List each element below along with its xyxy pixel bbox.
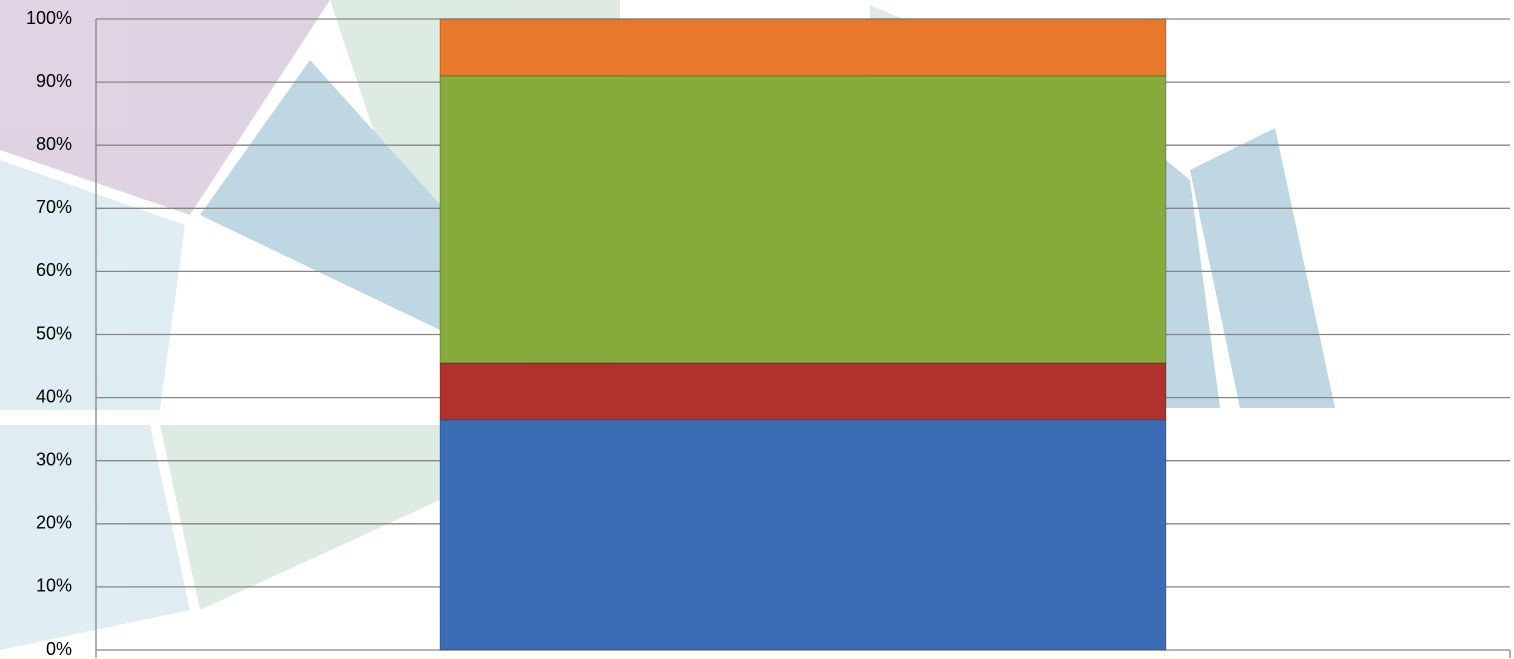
y-tick-label: 20% xyxy=(36,513,72,533)
bar-segment xyxy=(439,75,1167,364)
y-tick-label: 30% xyxy=(36,449,72,469)
bar-segment xyxy=(439,419,1167,651)
y-tick-label: 50% xyxy=(36,323,72,343)
y-tick-label: 80% xyxy=(36,134,72,154)
y-tick-label: 90% xyxy=(36,71,72,91)
y-tick-label: 100% xyxy=(26,8,72,28)
bar-segment xyxy=(439,18,1167,77)
y-tick-label: 60% xyxy=(36,260,72,280)
y-tick-label: 70% xyxy=(36,197,72,217)
bar-segment xyxy=(439,362,1167,421)
y-tick-label: 10% xyxy=(36,576,72,596)
y-tick-label: 40% xyxy=(36,386,72,406)
y-tick-label: 0% xyxy=(46,639,72,659)
